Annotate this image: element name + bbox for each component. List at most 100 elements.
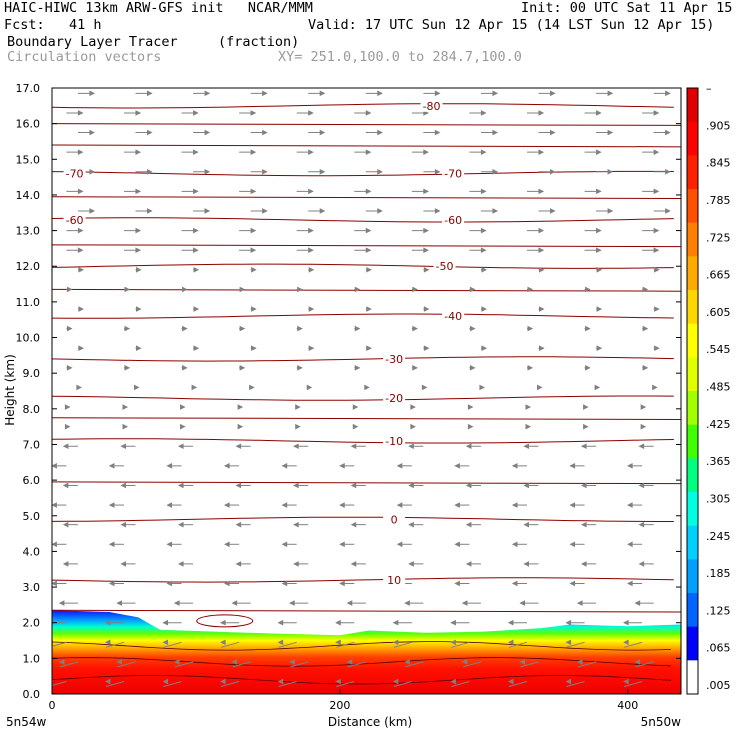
wind-vector-head (565, 619, 572, 626)
wind-vector-head (237, 423, 244, 430)
wind-vector-head (480, 188, 487, 195)
wind-vector-head (523, 521, 530, 528)
wind-vector-head (377, 129, 383, 136)
wind-vector-head (177, 443, 184, 450)
wind-vector-head (108, 502, 115, 508)
wind-vector-head (396, 541, 403, 548)
wind-vector-head (423, 247, 429, 254)
wind-vector-head (133, 384, 140, 391)
init-time: Init: 00 UTC Sat 11 Apr 15 (521, 0, 733, 16)
wind-vector-head (665, 208, 671, 214)
wind-vector-head (89, 168, 96, 175)
wind-vector-head (339, 580, 345, 587)
wind-vector-head (135, 110, 142, 116)
wind-vector (566, 641, 585, 648)
contour-label-bg (420, 99, 443, 112)
wind-vector (336, 641, 355, 648)
wind-vector-head (297, 325, 303, 332)
colorbar-swatch (687, 256, 698, 291)
wind-vector-head (642, 365, 649, 371)
wind-vector-head (623, 678, 629, 685)
y-tick-label: 0.0 (23, 688, 41, 701)
wind-vector-head (262, 208, 268, 214)
wind-vector-head (569, 541, 576, 548)
wind-vector-head (122, 423, 129, 430)
wind-vector-head (180, 423, 186, 430)
wind-vector-head (108, 463, 115, 469)
x-end-location: 5n50w (641, 715, 682, 729)
wind-vector-head (122, 404, 129, 410)
wind-vector-head (607, 168, 614, 175)
wind-vector-head (539, 266, 545, 273)
wind-vector-head (365, 227, 372, 234)
colorbar-label: .185 (706, 567, 731, 580)
y-tick-label: 1.0 (23, 652, 41, 665)
wind-vector-head (193, 227, 199, 234)
wind-vector-head (480, 227, 487, 234)
field-name: Boundary Layer Tracer (7, 34, 178, 50)
low-level-contour (52, 641, 671, 651)
wind-vector-head (607, 208, 614, 214)
wind-vector-head (454, 541, 460, 548)
temperature-contour (52, 417, 681, 421)
closed-contour (196, 614, 254, 628)
wind-vector (451, 641, 470, 648)
wind-vector-head (480, 149, 487, 155)
wind-vector-head (596, 247, 602, 254)
wind-vector (393, 641, 412, 648)
wind-vector-head (251, 345, 257, 352)
wind-vector-head (469, 365, 476, 371)
wind-vector-head (319, 168, 326, 175)
wind-vector-head (550, 129, 556, 136)
wind-vector-head (66, 325, 73, 332)
wind-vector-head (239, 365, 246, 371)
wind-vector-head (507, 619, 514, 626)
colorbar-label: .425 (706, 418, 731, 431)
wind-vector-head (177, 521, 184, 528)
wind-vector-head (366, 306, 372, 312)
contour-label: -40 (444, 310, 462, 323)
x-tick-label: 400 (617, 699, 638, 712)
y-tick-label: 10.0 (16, 332, 41, 345)
wind-vector-head (297, 365, 303, 371)
colorbar-swatch (687, 222, 698, 257)
wind-vector-head (346, 659, 353, 665)
wind-vector-head (596, 188, 602, 195)
wind-vector-head (479, 384, 486, 391)
field-units: (fraction) (218, 34, 300, 50)
wind-vector-head (250, 247, 257, 254)
wind-vector-head (539, 345, 545, 352)
wind-vector-head (640, 404, 647, 410)
wind-vector-head (281, 541, 288, 548)
wind-vector-head (78, 306, 85, 312)
wind-vector-head (281, 502, 288, 508)
wind-vector-head (527, 286, 534, 293)
wind-vector-head (52, 580, 57, 587)
wind-vector-head (652, 384, 658, 391)
wind-vector-head (146, 90, 153, 97)
colorbar-swatch (687, 189, 698, 224)
wind-vector-head (177, 482, 184, 489)
wind-vector-head (350, 443, 357, 450)
wind-vector-head (308, 110, 314, 116)
temperature-contour (52, 244, 681, 248)
contour-label-bg (63, 167, 86, 180)
contour-label: -10 (385, 435, 403, 448)
wind-vector (163, 681, 182, 688)
wind-vector-head (204, 129, 211, 136)
wind-vector-head (52, 541, 57, 548)
x-start-location: 5n54w (6, 715, 47, 729)
wind-vector-head (569, 580, 576, 587)
wind-vector-head (538, 110, 545, 116)
wind-vector-head (319, 129, 326, 136)
colorbar-label: .005 (706, 679, 731, 692)
wind-vector-head (596, 345, 603, 352)
wind-vector-head (454, 463, 460, 469)
colorbar-label: – (706, 82, 712, 95)
wind-vector-head (364, 384, 370, 391)
wind-vector-head (580, 561, 587, 567)
wind-vector-head (511, 580, 518, 587)
contour-label-bg (383, 392, 406, 405)
wind-vector-head (308, 306, 315, 312)
wind-vector-head (377, 90, 383, 97)
